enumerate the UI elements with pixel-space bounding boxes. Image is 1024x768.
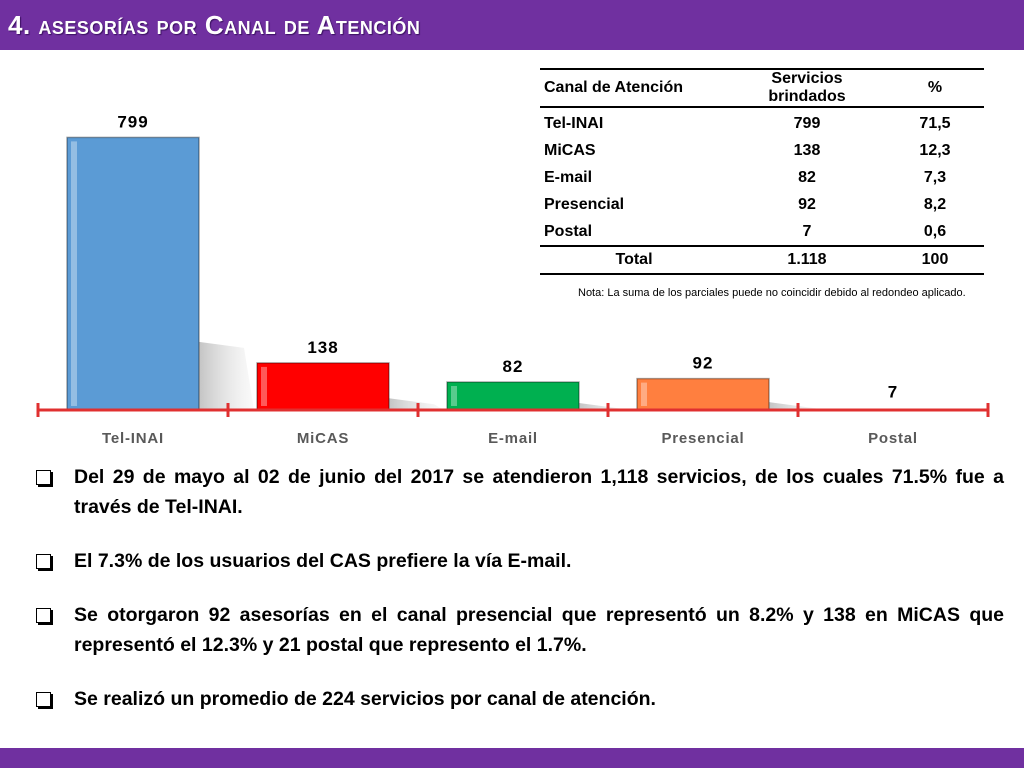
table-header: Servicios brindados xyxy=(728,68,886,108)
x-tick-label: Presencial xyxy=(661,430,744,447)
table-cell: 7,3 xyxy=(923,168,947,186)
checkbox-bullet-icon xyxy=(36,692,51,707)
bar-data-label: 799 xyxy=(117,112,148,131)
table-cell: 82 xyxy=(798,168,816,186)
bar-highlight xyxy=(71,141,77,406)
table-total-row: Total 1.118 100 xyxy=(540,245,984,275)
bar-presencial xyxy=(636,377,770,411)
slide-title: 4. asesorías por Canal de Atención xyxy=(8,10,421,40)
checkbox-bullet-icon xyxy=(36,554,51,569)
table-cell: 799 xyxy=(793,114,821,132)
table-header: % xyxy=(886,68,984,108)
table-note: Nota: La suma de los parciales puede no … xyxy=(578,287,966,299)
bottom-bar xyxy=(0,748,1024,768)
table-row: Presencial 92 8,2 xyxy=(540,191,984,218)
x-tick-label: E-mail xyxy=(488,430,538,447)
table-row: Postal 7 0,6 xyxy=(540,218,984,246)
table-cell: 12,3 xyxy=(919,141,951,159)
table-cell: Postal xyxy=(544,222,593,240)
bullet-list: Del 29 de mayo al 02 de junio del 2017 s… xyxy=(34,462,1004,738)
table-cell: 92 xyxy=(798,195,816,213)
x-tick-label: Postal xyxy=(868,430,918,447)
bar-highlight xyxy=(451,386,457,406)
table-cell: 8,2 xyxy=(923,195,947,213)
table-cell: Tel-INAI xyxy=(544,114,604,132)
x-tick-label: MiCAS xyxy=(297,430,349,447)
bullet-text: El 7.3% de los usuarios del CAS prefiere… xyxy=(74,550,572,572)
table-row: E-mail 82 7,3 xyxy=(540,164,984,191)
table-cell: 138 xyxy=(793,141,821,159)
bullet-text: Se realizó un promedio de 224 servicios … xyxy=(74,688,656,710)
bar-data-label: 92 xyxy=(693,354,714,373)
bar-data-label: 82 xyxy=(503,357,524,376)
bar-data-label: 138 xyxy=(307,338,338,357)
table-cell: MiCAS xyxy=(544,141,596,159)
bullet-item: Se otorgaron 92 asesorías en el canal pr… xyxy=(34,600,1004,660)
bar-e-mail xyxy=(446,381,580,411)
bullet-item: Se realizó un promedio de 224 servicios … xyxy=(34,684,1004,714)
data-table: Canal de Atención Servicios brindados % … xyxy=(540,68,984,275)
bullet-item: Del 29 de mayo al 02 de junio del 2017 s… xyxy=(34,462,1004,522)
table-row: Tel-INAI 799 71,5 xyxy=(540,107,984,137)
bar-highlight xyxy=(641,382,647,406)
table-row: MiCAS 138 12,3 xyxy=(540,137,984,164)
bar-micas xyxy=(256,362,390,411)
x-tick-label: Tel-INAI xyxy=(102,430,164,447)
bar-tel-inai xyxy=(66,136,200,411)
bar-shadow xyxy=(579,403,634,410)
checkbox-bullet-icon xyxy=(36,470,51,485)
title-bar: 4. asesorías por Canal de Atención xyxy=(0,0,1024,50)
table-cell: 7 xyxy=(802,222,812,240)
table-cell: 71,5 xyxy=(919,114,951,132)
table-cell: 0,6 xyxy=(923,222,947,240)
bar-shadow xyxy=(199,341,254,410)
bullet-item: El 7.3% de los usuarios del CAS prefiere… xyxy=(34,546,1004,576)
table-header-row: Canal de Atención Servicios brindados % xyxy=(540,68,984,108)
table-total-percent: 100 xyxy=(886,245,984,275)
table-total-label: Total xyxy=(540,245,728,275)
table-header: Canal de Atención xyxy=(540,68,728,108)
bar-data-label: 7 xyxy=(888,383,898,402)
bar-chart: 799 Tel-INAI 138 MiCAS 82 E-mail 92 Presencial 7… xyxy=(36,112,990,447)
bullet-text: Del 29 de mayo al 02 de junio del 2017 s… xyxy=(74,466,1004,518)
table-cell: Presencial xyxy=(544,195,625,213)
table-cell: E-mail xyxy=(544,168,593,186)
checkbox-bullet-icon xyxy=(36,608,51,623)
bar-highlight xyxy=(261,366,267,406)
table-total-value: 1.118 xyxy=(728,245,886,275)
bullet-text: Se otorgaron 92 asesorías en el canal pr… xyxy=(74,604,1004,656)
